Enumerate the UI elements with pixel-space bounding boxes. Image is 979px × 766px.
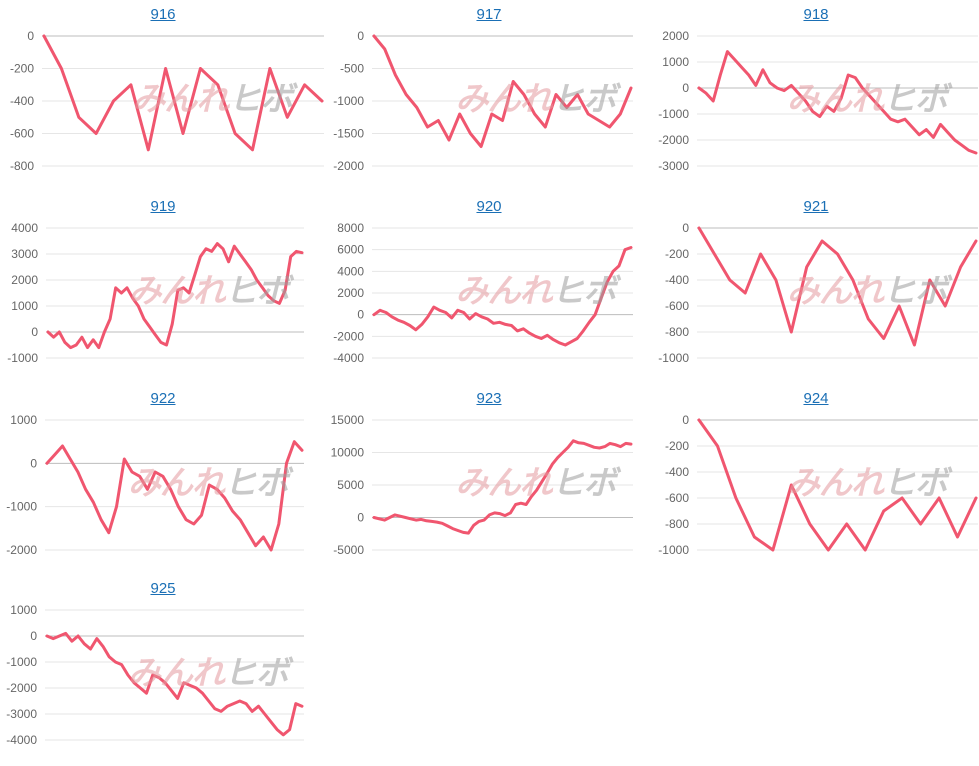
y-tick-label: -5000	[333, 543, 364, 557]
series-line	[697, 418, 978, 552]
y-tick-label: -1000	[7, 351, 38, 365]
chart-title-link[interactable]: 925	[150, 580, 176, 597]
y-tick-label: -1000	[333, 94, 364, 108]
y-tick-label: -4000	[6, 733, 37, 747]
y-tick-label: 1000	[11, 299, 38, 313]
line-chart: 0 -200 -400 -600 -800	[10, 29, 324, 173]
y-tick-label: 6000	[337, 243, 364, 257]
y-tick-label: 3000	[11, 247, 38, 261]
y-tick-label: 0	[27, 29, 34, 43]
y-tick-label: -1000	[658, 543, 689, 557]
y-tick-label: 0	[30, 456, 37, 470]
line-chart: 1000 0 -1000 -2000	[6, 413, 304, 557]
y-tick-label: -3000	[658, 159, 689, 173]
y-tick-label: -4000	[333, 351, 364, 365]
y-tick-label: 1000	[662, 55, 689, 69]
y-tick-label: 15000	[331, 413, 365, 427]
y-tick-label: 8000	[337, 221, 364, 235]
y-tick-label: -1000	[658, 351, 689, 365]
chart-title-link[interactable]: 920	[476, 198, 502, 215]
series-line	[372, 34, 633, 148]
y-tick-label: 2000	[337, 286, 364, 300]
series-line	[697, 50, 978, 155]
chart-panel-921: 921 0 -200 -400 -600 -800 -1000 みんれヒボ	[653, 192, 979, 384]
chart-panel-918: 918 2000 1000 0 -1000 -2000 -3000 みんれヒボ	[653, 0, 979, 192]
y-tick-label: -800	[665, 517, 689, 531]
y-tick-label: 2000	[662, 29, 689, 43]
y-tick-label: 1000	[10, 413, 37, 427]
chart-title-link[interactable]: 918	[803, 6, 829, 23]
series-line	[697, 226, 978, 347]
y-tick-label: -2000	[6, 681, 37, 695]
y-tick-label: -800	[665, 325, 689, 339]
y-tick-label: -800	[10, 159, 34, 173]
y-tick-label: -2000	[6, 543, 37, 557]
chart-panel-919: 919 4000 3000 2000 1000 0 -1000 みんれヒボ	[0, 192, 326, 384]
chart-panel-916: 916 0 -200 -400 -600 -800 みんれヒボ	[0, 0, 326, 192]
y-tick-label: 4000	[337, 264, 364, 278]
series-line	[46, 242, 304, 350]
y-tick-label: -400	[665, 273, 689, 287]
line-chart: 4000 3000 2000 1000 0 -1000	[7, 221, 304, 365]
chart-title-link[interactable]: 924	[803, 390, 829, 407]
chart-title-link[interactable]: 922	[150, 390, 176, 407]
y-tick-label: 5000	[337, 478, 364, 492]
y-tick-label: -400	[665, 465, 689, 479]
y-tick-label: 0	[31, 325, 38, 339]
y-tick-label: 0	[357, 29, 364, 43]
chart-title-link[interactable]: 923	[476, 390, 502, 407]
y-tick-label: -1000	[658, 107, 689, 121]
chart-title-link[interactable]: 919	[150, 198, 176, 215]
series-line	[45, 631, 304, 737]
y-tick-label: 0	[682, 81, 689, 95]
chart-title-link[interactable]: 917	[476, 6, 502, 23]
line-chart: 0 -500 -1000 -1500 -2000	[333, 29, 633, 173]
line-chart: 1000 0 -1000 -2000 -3000 -4000	[6, 603, 304, 747]
line-chart: 8000 6000 4000 2000 0 -2000 -4000	[333, 221, 633, 365]
series-line	[372, 246, 633, 347]
y-tick-label: -600	[10, 127, 34, 141]
y-tick-label: 0	[682, 221, 689, 235]
y-tick-label: -3000	[6, 707, 37, 721]
series-line	[42, 34, 324, 152]
y-tick-label: -1500	[333, 127, 364, 141]
chart-panel-920: 920 8000 6000 4000 2000 0 -2000 -4000 みんれヒボ	[326, 192, 652, 384]
y-tick-label: -500	[340, 62, 364, 76]
line-chart: 0 -200 -400 -600 -800 -1000	[658, 413, 978, 557]
series-line	[45, 440, 304, 552]
y-tick-label: -400	[10, 94, 34, 108]
line-chart: 2000 1000 0 -1000 -2000 -3000	[658, 29, 978, 173]
y-tick-label: -600	[665, 491, 689, 505]
chart-panel-925: 925 1000 0 -1000 -2000 -3000 -4000 みんれヒボ	[0, 574, 326, 766]
y-tick-label: 0	[30, 629, 37, 643]
chart-title-link[interactable]: 921	[803, 198, 829, 215]
line-chart: 0 -200 -400 -600 -800 -1000	[658, 221, 978, 365]
y-tick-label: 0	[357, 511, 364, 525]
y-tick-label: -2000	[658, 133, 689, 147]
y-tick-label: -200	[10, 62, 34, 76]
line-chart: 15000 10000 5000 0 -5000	[331, 413, 633, 557]
y-tick-label: -200	[665, 247, 689, 261]
chart-panel-924: 924 0 -200 -400 -600 -800 -1000 みんれヒボ	[653, 384, 979, 576]
y-tick-label: -2000	[333, 159, 364, 173]
chart-panel-917: 917 0 -500 -1000 -1500 -2000 みんれヒボ	[326, 0, 652, 192]
y-tick-label: -200	[665, 439, 689, 453]
series-line	[372, 439, 633, 535]
y-tick-label: -2000	[333, 329, 364, 343]
chart-panel-922: 922 1000 0 -1000 -2000 みんれヒボ	[0, 384, 326, 576]
y-tick-label: -1000	[6, 500, 37, 514]
chart-title-link[interactable]: 916	[150, 6, 176, 23]
y-tick-label: -600	[665, 299, 689, 313]
y-tick-label: 0	[682, 413, 689, 427]
y-tick-label: -1000	[6, 655, 37, 669]
y-tick-label: 1000	[10, 603, 37, 617]
chart-panel-923: 923 15000 10000 5000 0 -5000 みんれヒボ	[326, 384, 652, 576]
y-tick-label: 0	[357, 308, 364, 322]
y-tick-label: 4000	[11, 221, 38, 235]
y-tick-label: 2000	[11, 273, 38, 287]
y-tick-label: 10000	[331, 446, 365, 460]
